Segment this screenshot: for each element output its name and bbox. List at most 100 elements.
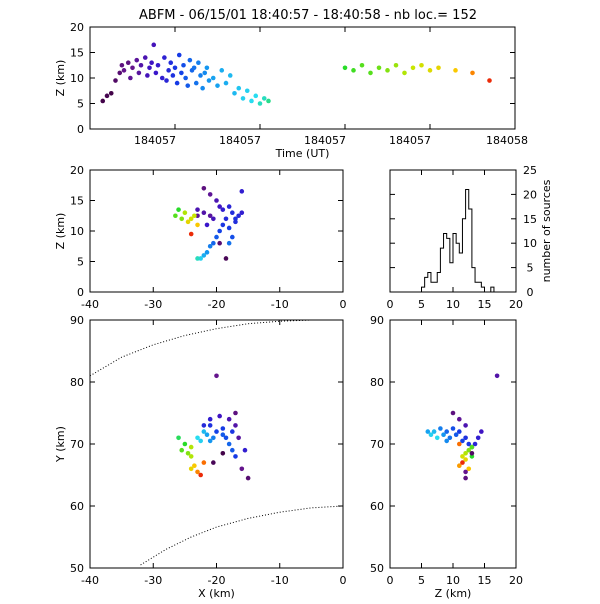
zy-plan-point (444, 429, 450, 434)
histogram-bar (434, 282, 437, 292)
xy-plan-frame (89, 319, 344, 569)
time-height-point (249, 98, 254, 104)
time-height-point (147, 65, 152, 71)
time-height-point (159, 75, 165, 81)
time-height-point (181, 62, 186, 68)
zy-plan-point (450, 410, 456, 416)
time-height-point (232, 91, 237, 96)
xz-plan-xtick-label: 0 (340, 298, 347, 311)
xz-plan-point (211, 216, 216, 222)
xy-plan-xtick-label: -40 (81, 574, 99, 587)
histogram-xtick-label: 15 (478, 298, 492, 311)
time-height-point (130, 65, 135, 71)
xy-plan-point (220, 432, 226, 438)
xy-plan-xtick-label: -10 (271, 574, 289, 587)
xy-plan-point (195, 435, 200, 441)
zy-plan-point (434, 435, 440, 441)
time-height-point (125, 60, 131, 65)
xz-plan-point (201, 253, 207, 258)
time-height-point (113, 78, 118, 83)
time-height-point (134, 57, 140, 63)
time-height-point (104, 93, 110, 99)
time-height-point (253, 93, 259, 99)
time-height-point (142, 55, 148, 60)
histogram-ytick-label: 5 (527, 262, 534, 275)
xz-plan-point (214, 198, 219, 203)
time-height-xtick-label: 184057 (304, 134, 346, 147)
xy-plan-point (245, 475, 251, 481)
xy-plan-ytick-label: 70 (70, 438, 84, 451)
xy-plan-point (220, 426, 226, 431)
xy-plan-boundary-curve (140, 505, 344, 566)
zy-plan-frame (389, 319, 517, 569)
xz-plan-point (176, 207, 181, 212)
figure-title: ABFM - 06/15/01 18:40:57 - 18:40:58 - nb… (139, 8, 477, 23)
time-height-point (202, 70, 208, 76)
xz-plan-point (217, 228, 222, 234)
histogram-ytick-label: 10 (523, 237, 537, 250)
zy-plan-point (438, 426, 443, 431)
histogram-xtick-label: 0 (387, 298, 394, 311)
xz-plan-point (236, 213, 241, 219)
zy-plan-point (472, 441, 478, 447)
histogram-ytick-label: 15 (523, 213, 537, 226)
xz-plan-point (185, 219, 191, 225)
xy-plan-ytick-label: 80 (70, 376, 84, 389)
zy-plan-ytick-label: 50 (370, 562, 384, 575)
xy-plan-point (233, 454, 238, 459)
zy-plan-point (494, 373, 500, 379)
xz-plan-point (239, 210, 245, 215)
histogram-ytick-label: 25 (523, 164, 537, 177)
xz-plan-xtick-label: -30 (144, 298, 162, 311)
time-height-point (351, 68, 356, 73)
xy-plan-point (211, 460, 216, 465)
xz-plan-point (226, 225, 232, 231)
xy-plan-boundary-curve (89, 319, 312, 377)
xy-plan-point (185, 451, 191, 456)
xz-plan-point (226, 204, 232, 209)
time-height-point (138, 62, 144, 68)
zy-plan-ytick-label: 90 (370, 314, 384, 327)
zy-plan-xtick-label: 0 (387, 574, 394, 587)
xy-plan-xtick-label: 0 (340, 574, 347, 587)
time-height-point (368, 70, 373, 76)
time-height-point (170, 73, 176, 78)
xz-plan-ytick-label: 10 (70, 225, 84, 238)
time-height-point (453, 68, 458, 73)
time-height-point (119, 62, 125, 68)
time-height-point (410, 65, 416, 71)
time-height-point (121, 68, 127, 73)
xy-plan-ytick-label: 90 (70, 314, 84, 327)
xy-plan-point (204, 432, 210, 438)
xz-plan-xtick-label: -10 (271, 298, 289, 311)
xz-plan-ytick-label: 5 (77, 256, 84, 269)
xy-plan-point (179, 447, 185, 453)
xz-plan-point (201, 210, 207, 215)
xz-plan-point (195, 222, 200, 228)
histogram-xtick-label: 20 (509, 298, 523, 311)
xy-plan-point (214, 373, 219, 379)
xy-plan-point (220, 451, 226, 456)
xy-plan-point (201, 460, 207, 465)
xz-plan-point (204, 222, 210, 228)
time-height-point (108, 91, 114, 96)
xy-plan-xtick-label: -30 (144, 574, 162, 587)
xz-plan-point (217, 204, 222, 209)
zy-plan-point (425, 429, 431, 434)
xy-plan-point (214, 429, 219, 434)
xz-plan-point (188, 231, 194, 237)
xz-plan-point (195, 256, 200, 261)
time-height-point (155, 62, 161, 68)
xz-plan-point (192, 213, 197, 219)
time-height-point (236, 85, 242, 91)
zy-plan-point (469, 451, 475, 456)
xy-plan-xlabel: X (km) (198, 587, 235, 600)
zy-plan-ytick-label: 60 (370, 500, 384, 513)
time-height-point (136, 70, 142, 76)
xz-plan-point (214, 234, 219, 240)
zy-plan-point (457, 416, 462, 422)
xy-plan-point (198, 438, 203, 444)
time-height-point (376, 65, 382, 71)
time-height-frame (89, 26, 516, 130)
xy-plan-point (207, 438, 213, 444)
